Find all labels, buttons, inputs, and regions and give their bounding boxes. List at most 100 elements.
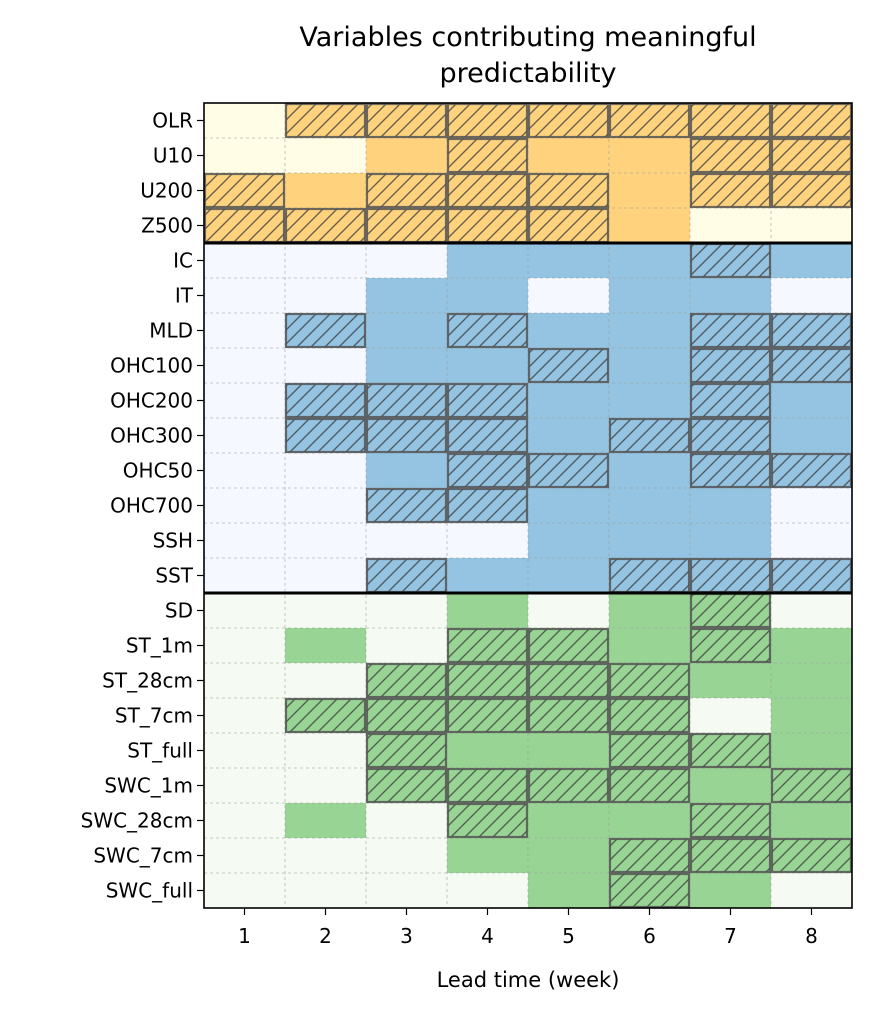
cell-SWC_7cm-week-5	[528, 838, 610, 874]
hatch-SST-week-6	[608, 557, 691, 594]
hatch-MLD-week-2	[284, 312, 367, 349]
cell-IT-week-8	[771, 278, 853, 314]
cell-OHC200-week-8	[771, 383, 853, 419]
hatch-U10-week-4	[446, 137, 529, 174]
cell-SSH-week-3	[366, 523, 448, 559]
hatch-OHC200-week-3	[365, 382, 448, 419]
cell-ST_28cm-week-2	[285, 663, 367, 699]
cell-SWC_28cm-week-3	[366, 803, 448, 839]
hatch-ST_7cm-week-5	[527, 697, 610, 734]
hatch-U200-week-1	[203, 172, 286, 209]
x-tick-label-1: 1	[238, 924, 251, 948]
y-tick-label-SSH: SSH	[153, 529, 193, 553]
hatch-SWC_1m-week-3	[365, 767, 448, 804]
cell-OHC100-week-1	[204, 348, 286, 384]
cell-SWC_1m-week-1	[204, 768, 286, 804]
cell-OHC300-week-8	[771, 418, 853, 454]
cell-SST-week-4	[447, 558, 529, 594]
hatch-OHC200-week-4	[446, 382, 529, 419]
cell-MLD-week-1	[204, 313, 286, 349]
y-tick-label-IC: IC	[173, 249, 193, 273]
hatch-ST_7cm-week-4	[446, 697, 529, 734]
hatch-ST_full-week-6	[608, 732, 691, 769]
cell-ST_28cm-week-7	[690, 663, 772, 699]
cell-U10-week-2	[285, 138, 367, 174]
y-tick-label-SWC_full: SWC_full	[106, 879, 193, 903]
cell-ST_1m-week-6	[609, 628, 691, 664]
x-tick-label-7: 7	[724, 924, 737, 948]
cell-SSH-week-6	[609, 523, 691, 559]
hatch-SWC_28cm-week-4	[446, 802, 529, 839]
cell-SSH-week-5	[528, 523, 610, 559]
cell-IC-week-4	[447, 243, 529, 279]
cell-SSH-week-7	[690, 523, 772, 559]
hatch-SD-week-7	[689, 592, 772, 629]
hatch-OLR-week-2	[284, 102, 367, 139]
cell-SWC_full-week-7	[690, 873, 772, 909]
cell-SSH-week-1	[204, 523, 286, 559]
hatched-boxes	[203, 102, 853, 909]
hatch-U200-week-8	[770, 172, 853, 209]
cell-OHC100-week-3	[366, 348, 448, 384]
x-tick-label-8: 8	[805, 924, 818, 948]
cell-SST-week-2	[285, 558, 367, 594]
hatch-OHC100-week-5	[527, 347, 610, 384]
hatch-OLR-week-7	[689, 102, 772, 139]
hatch-ST_7cm-week-3	[365, 697, 448, 734]
cell-SWC_28cm-week-2	[285, 803, 367, 839]
cell-IT-week-3	[366, 278, 448, 314]
hatch-Z500-week-3	[365, 207, 448, 244]
hatch-MLD-week-7	[689, 312, 772, 349]
cell-U10-week-1	[204, 138, 286, 174]
cell-SWC_28cm-week-5	[528, 803, 610, 839]
hatch-IC-week-7	[689, 242, 772, 279]
cell-SWC_full-week-3	[366, 873, 448, 909]
hatch-Z500-week-1	[203, 207, 286, 244]
y-tick-label-SST: SST	[155, 564, 193, 588]
hatch-Z500-week-4	[446, 207, 529, 244]
cell-SWC_full-week-5	[528, 873, 610, 909]
chart-title-line-1: Variables contributing meaningful	[299, 22, 756, 53]
cell-SD-week-2	[285, 593, 367, 629]
cell-Z500-week-6	[609, 208, 691, 244]
cell-OHC200-week-6	[609, 383, 691, 419]
hatch-ST_7cm-week-6	[608, 697, 691, 734]
cell-OHC300-week-5	[528, 418, 610, 454]
hatch-MLD-week-8	[770, 312, 853, 349]
cell-SWC_full-week-8	[771, 873, 853, 909]
cell-U10-week-5	[528, 138, 610, 174]
cell-OHC300-week-1	[204, 418, 286, 454]
cell-OHC100-week-4	[447, 348, 529, 384]
hatch-ST_28cm-week-4	[446, 662, 529, 699]
y-tick-label-SWC_1m: SWC_1m	[104, 774, 193, 798]
hatch-OHC300-week-2	[284, 417, 367, 454]
hatch-ST_7cm-week-2	[284, 697, 367, 734]
x-tick-label-6: 6	[643, 924, 656, 948]
hatch-OLR-week-8	[770, 102, 853, 139]
cell-OHC700-week-1	[204, 488, 286, 524]
cell-IC-week-2	[285, 243, 367, 279]
hatch-SWC_1m-week-5	[527, 767, 610, 804]
cell-SWC_7cm-week-1	[204, 838, 286, 874]
cell-OHC700-week-5	[528, 488, 610, 524]
cell-OHC100-week-6	[609, 348, 691, 384]
hatch-ST_28cm-week-5	[527, 662, 610, 699]
cell-IT-week-4	[447, 278, 529, 314]
cell-SWC_28cm-week-8	[771, 803, 853, 839]
cell-ST_full-week-8	[771, 733, 853, 769]
cell-IT-week-7	[690, 278, 772, 314]
hatch-OHC50-week-5	[527, 452, 610, 489]
cell-SD-week-6	[609, 593, 691, 629]
hatch-SWC_7cm-week-6	[608, 837, 691, 874]
x-tick-label-2: 2	[319, 924, 332, 948]
cell-OHC100-week-2	[285, 348, 367, 384]
hatch-OHC700-week-4	[446, 487, 529, 524]
y-tick-label-Z500: Z500	[141, 214, 193, 238]
cell-MLD-week-3	[366, 313, 448, 349]
hatch-U200-week-7	[689, 172, 772, 209]
cell-ST_28cm-week-8	[771, 663, 853, 699]
cell-ST_1m-week-1	[204, 628, 286, 664]
cell-SWC_full-week-4	[447, 873, 529, 909]
cell-ST_full-week-2	[285, 733, 367, 769]
cell-SWC_28cm-week-6	[609, 803, 691, 839]
